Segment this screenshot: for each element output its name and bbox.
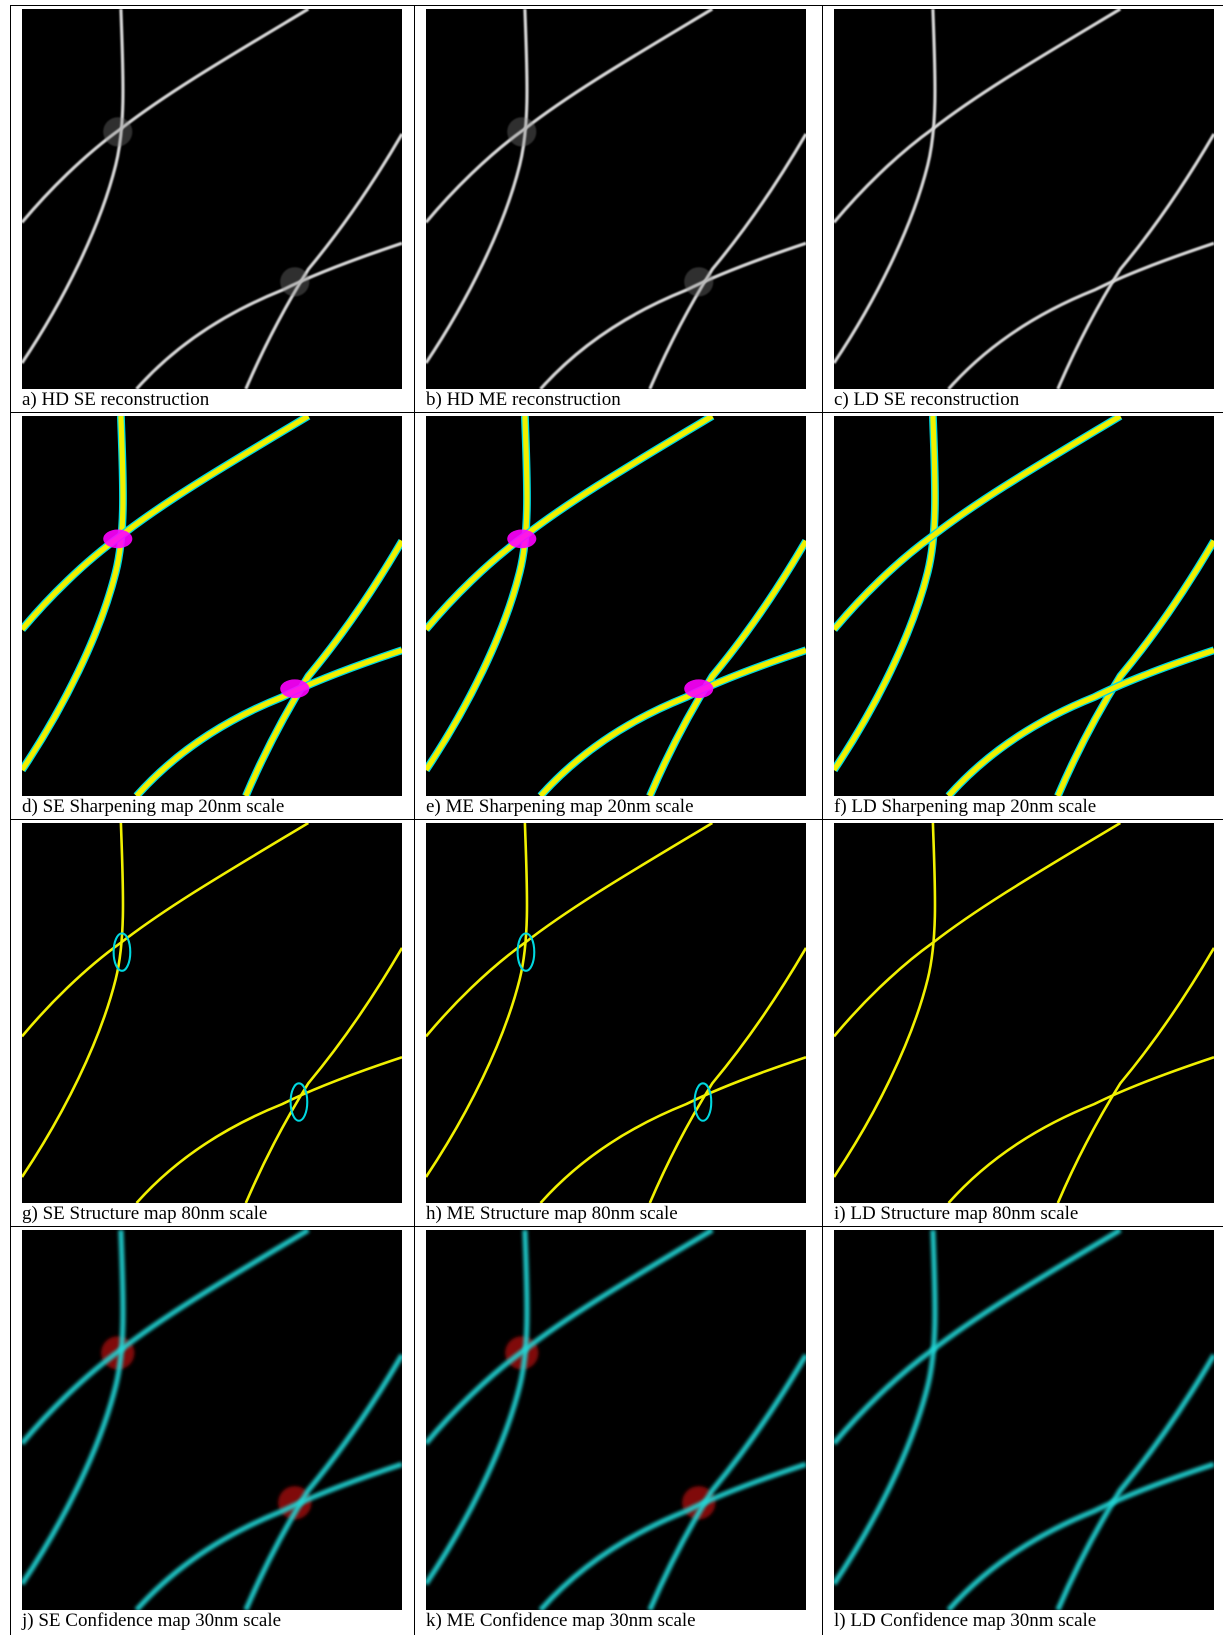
panel-image [426, 9, 806, 389]
panel: g) SE Structure map 80nm scale [10, 819, 415, 1227]
crossing-blur [507, 117, 536, 146]
panel-image [22, 823, 402, 1203]
panel: b) HD ME reconstruction [414, 5, 823, 413]
panel-caption: d) SE Sharpening map 20nm scale [22, 797, 284, 817]
panel-caption: c) LD SE reconstruction [834, 390, 1019, 410]
panel-caption: l) LD Confidence map 30nm scale [834, 1611, 1096, 1631]
panel-caption: i) LD Structure map 80nm scale [834, 1204, 1078, 1224]
panel-image [834, 823, 1214, 1203]
panel: d) SE Sharpening map 20nm scale [10, 412, 415, 820]
panel-image [426, 416, 806, 796]
panel-caption: k) ME Confidence map 30nm scale [426, 1611, 696, 1631]
sharpening-artifact [280, 679, 309, 698]
panel: c) LD SE reconstruction [822, 5, 1223, 413]
panel: i) LD Structure map 80nm scale [822, 819, 1223, 1227]
panel: e) ME Sharpening map 20nm scale [414, 412, 823, 820]
panel-caption: e) ME Sharpening map 20nm scale [426, 797, 694, 817]
panel-image [426, 823, 806, 1203]
panel-caption: h) ME Structure map 80nm scale [426, 1204, 678, 1224]
panel-image [834, 1230, 1214, 1610]
panel-image [22, 1230, 402, 1610]
sharpening-artifact [103, 529, 132, 548]
panel: f) LD Sharpening map 20nm scale [822, 412, 1223, 820]
panel-image [426, 1230, 806, 1610]
sharpening-artifact [684, 679, 713, 698]
panel-image [22, 416, 402, 796]
crossing-blur [684, 267, 713, 296]
panel-caption: f) LD Sharpening map 20nm scale [834, 797, 1096, 817]
panel-image [834, 416, 1214, 796]
panel: l) LD Confidence map 30nm scale [822, 1226, 1223, 1635]
panel-caption: a) HD SE reconstruction [22, 390, 209, 410]
panel: k) ME Confidence map 30nm scale [414, 1226, 823, 1635]
crossing-blur [103, 117, 132, 146]
panel-image [834, 9, 1214, 389]
panel-image [22, 9, 402, 389]
panel-caption: g) SE Structure map 80nm scale [22, 1204, 267, 1224]
sharpening-artifact [507, 529, 536, 548]
panel: j) SE Confidence map 30nm scale [10, 1226, 415, 1635]
figure: a) HD SE reconstruction b) HD ME reconstr… [0, 0, 1223, 1635]
panel-caption: b) HD ME reconstruction [426, 390, 621, 410]
panel: h) ME Structure map 80nm scale [414, 819, 823, 1227]
panel: a) HD SE reconstruction [10, 5, 415, 413]
crossing-blur [280, 267, 309, 296]
panel-caption: j) SE Confidence map 30nm scale [22, 1611, 281, 1631]
